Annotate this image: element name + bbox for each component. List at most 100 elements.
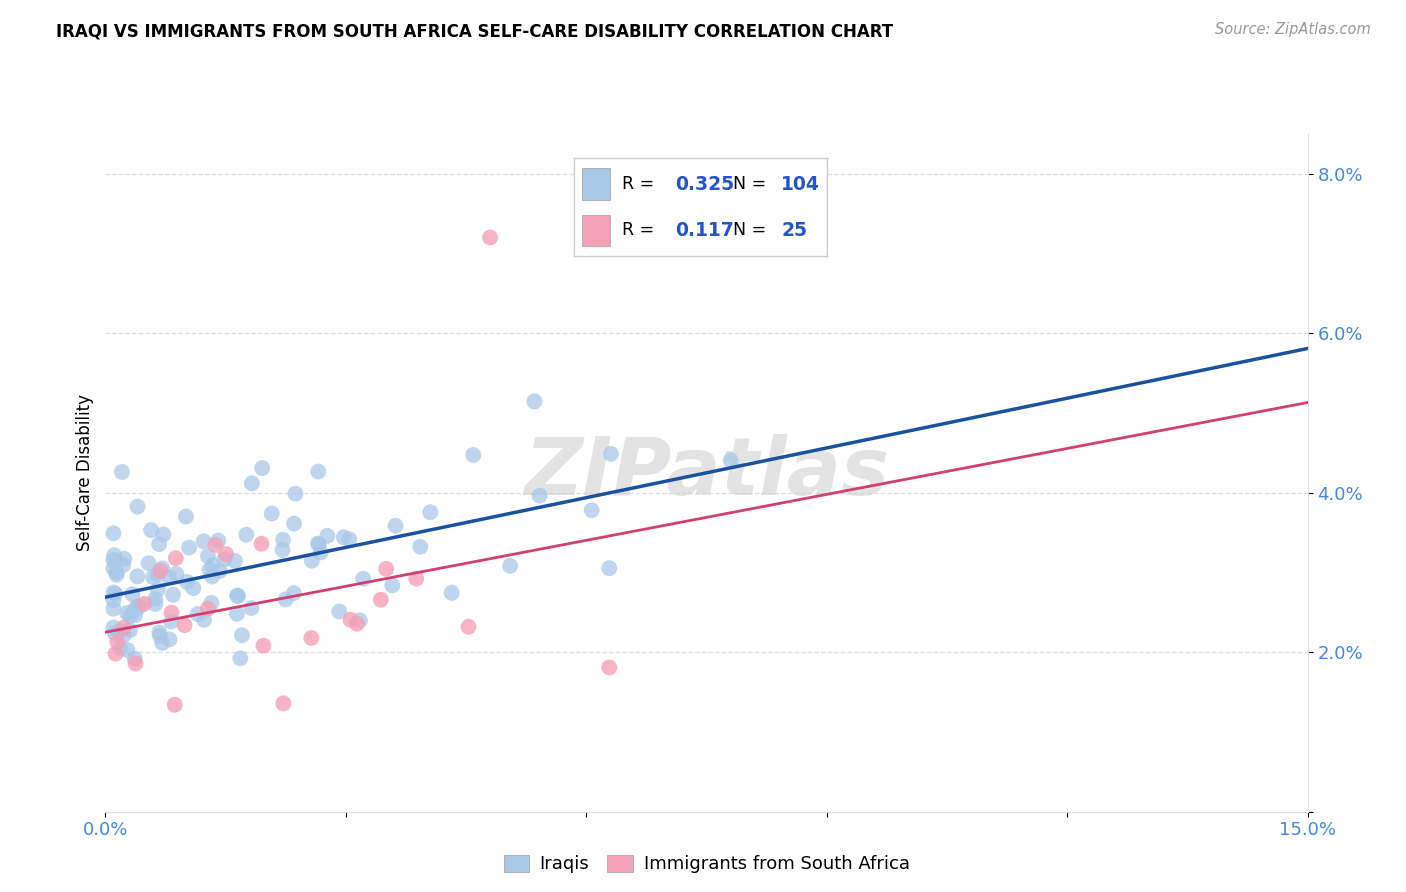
Point: [375, 562, 398, 576]
Point: [160, 606, 183, 620]
Point: [139, 523, 162, 537]
Point: [200, 596, 222, 610]
Point: [162, 588, 184, 602]
Point: [105, 634, 128, 648]
FancyBboxPatch shape: [582, 215, 610, 246]
Point: [118, 609, 141, 624]
Point: [108, 624, 131, 639]
Point: [134, 597, 156, 611]
Point: [112, 621, 135, 635]
Point: [309, 545, 332, 559]
Point: [271, 533, 294, 547]
Point: [463, 448, 485, 462]
Point: [197, 549, 219, 563]
Point: [457, 620, 479, 634]
Point: [193, 613, 215, 627]
Point: [160, 615, 183, 629]
Point: [103, 526, 125, 541]
Point: [128, 599, 150, 614]
Point: [201, 569, 224, 583]
Point: [103, 585, 125, 599]
Point: [207, 533, 229, 548]
Point: [225, 607, 247, 621]
Point: [127, 569, 149, 583]
Point: [349, 614, 371, 628]
Legend: Iraqis, Immigrants from South Africa: Iraqis, Immigrants from South Africa: [496, 847, 917, 880]
Point: [118, 623, 141, 637]
Point: [105, 567, 128, 582]
Point: [148, 537, 170, 551]
Point: [179, 541, 201, 555]
Point: [370, 592, 392, 607]
Point: [103, 593, 125, 607]
Point: [125, 599, 148, 614]
Point: [103, 553, 125, 567]
Point: [117, 643, 139, 657]
Point: [103, 561, 125, 575]
Point: [339, 613, 361, 627]
Point: [110, 641, 132, 656]
FancyBboxPatch shape: [582, 169, 610, 200]
Point: [240, 601, 263, 615]
Point: [273, 697, 295, 711]
Point: [283, 586, 305, 600]
Point: [143, 592, 166, 607]
Point: [384, 518, 406, 533]
Point: [240, 476, 263, 491]
Point: [112, 558, 135, 573]
Point: [165, 551, 187, 566]
Point: [103, 548, 125, 562]
Point: [124, 652, 146, 666]
Point: [214, 552, 236, 566]
Point: [308, 537, 330, 551]
Text: IRAQI VS IMMIGRANTS FROM SOUTH AFRICA SELF-CARE DISABILITY CORRELATION CHART: IRAQI VS IMMIGRANTS FROM SOUTH AFRICA SE…: [56, 22, 893, 40]
Point: [299, 631, 322, 645]
Point: [124, 657, 146, 671]
Point: [105, 566, 128, 580]
Point: [148, 625, 170, 640]
Point: [138, 556, 160, 570]
Point: [599, 447, 621, 461]
Point: [405, 572, 427, 586]
Point: [121, 587, 143, 601]
Point: [208, 564, 231, 578]
Point: [103, 601, 125, 615]
Point: [150, 561, 173, 575]
Text: N =: N =: [734, 221, 778, 239]
Point: [440, 586, 463, 600]
Point: [499, 558, 522, 573]
Point: [479, 230, 502, 244]
Point: [720, 453, 742, 467]
Point: [229, 651, 252, 665]
Point: [598, 660, 620, 674]
Point: [226, 589, 249, 603]
Text: R =: R =: [623, 175, 659, 193]
Point: [204, 538, 226, 552]
Point: [104, 587, 127, 601]
Point: [146, 582, 169, 597]
Point: [127, 500, 149, 514]
Text: 0.117: 0.117: [675, 220, 734, 240]
Text: ZIPatlas: ZIPatlas: [524, 434, 889, 512]
Point: [159, 632, 181, 647]
Point: [124, 608, 146, 623]
Y-axis label: Self-Care Disability: Self-Care Disability: [76, 394, 94, 551]
Point: [260, 507, 283, 521]
Point: [333, 530, 356, 544]
Text: 0.325: 0.325: [675, 175, 734, 194]
Point: [150, 636, 173, 650]
Point: [143, 597, 166, 611]
Point: [307, 465, 329, 479]
Point: [111, 465, 134, 479]
Point: [328, 605, 350, 619]
Point: [193, 534, 215, 549]
Point: [215, 547, 238, 561]
Point: [381, 578, 404, 592]
Point: [149, 564, 172, 578]
Point: [307, 536, 329, 550]
Point: [104, 626, 127, 640]
Point: [409, 540, 432, 554]
Point: [103, 621, 125, 635]
Point: [163, 698, 186, 712]
Point: [187, 607, 209, 621]
